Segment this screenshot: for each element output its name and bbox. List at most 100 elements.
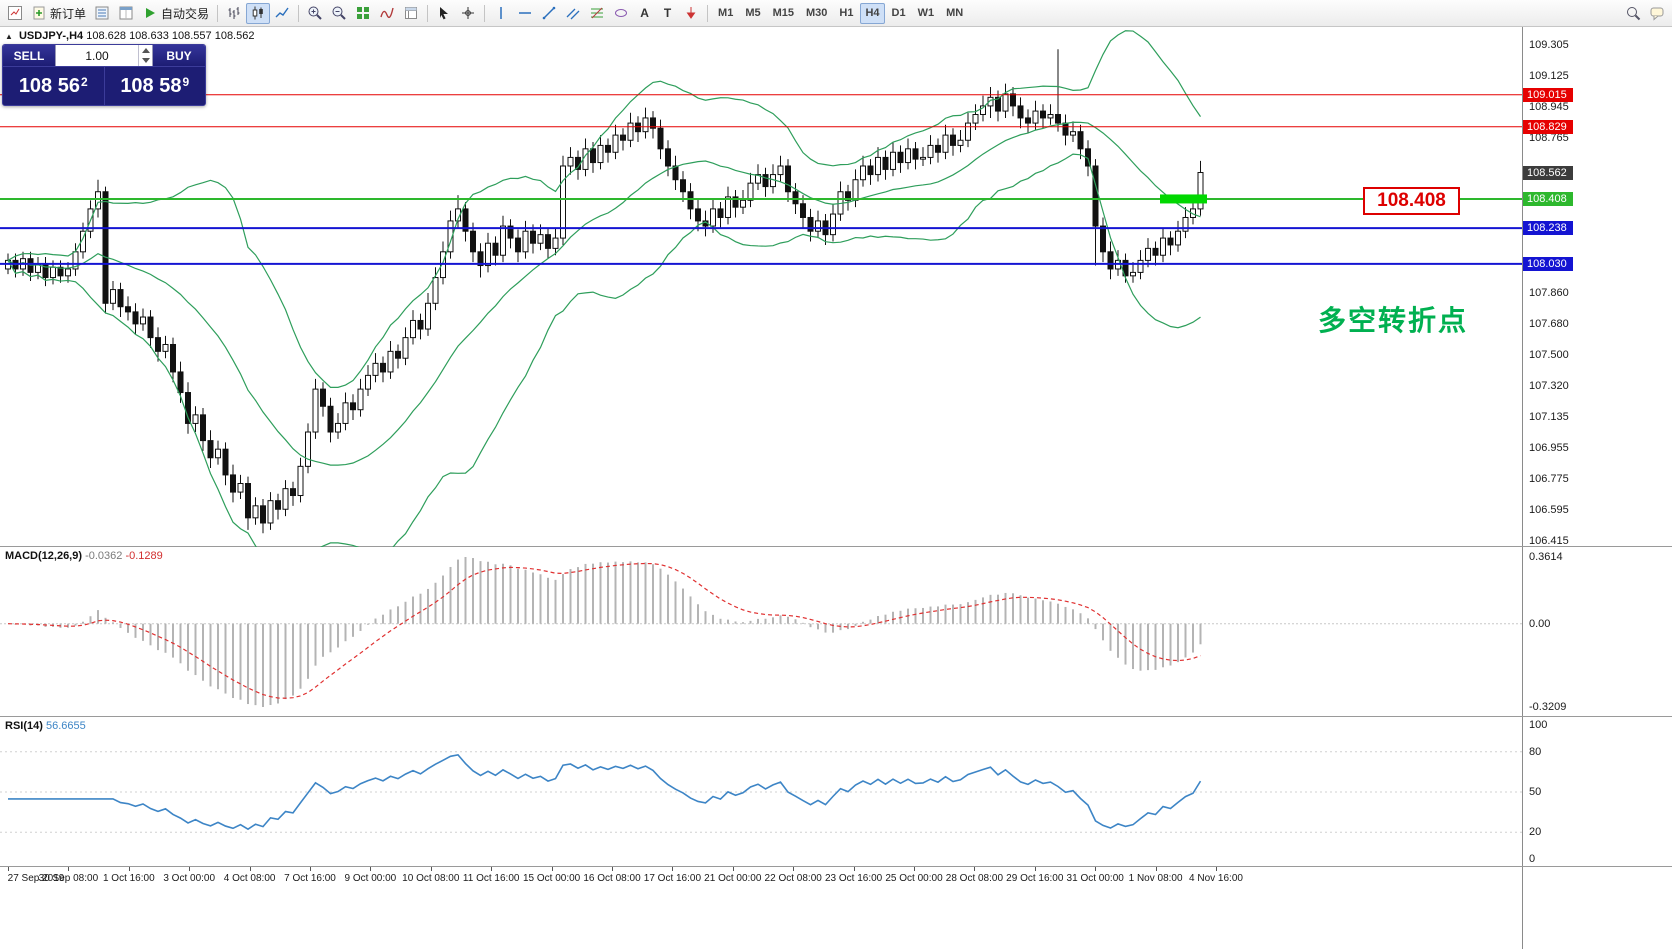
- timeframe-buttons: M1 M5 M15 M30 H1 H4 D1 W1 MN: [712, 2, 969, 24]
- auto-trading-icon: [146, 8, 156, 18]
- spinner-down-icon: [141, 58, 150, 64]
- channel-button[interactable]: [561, 3, 585, 24]
- collapse-icon[interactable]: ▲: [5, 32, 13, 41]
- timeframe-d1-button[interactable]: D1: [891, 7, 906, 19]
- time-tick: [1095, 867, 1097, 871]
- shapes-button[interactable]: [609, 3, 633, 24]
- cursor-button[interactable]: [432, 3, 456, 24]
- time-tick: [370, 867, 372, 871]
- templates-button[interactable]: [399, 3, 423, 24]
- volume-down-button[interactable]: [139, 56, 152, 67]
- label-tool-button[interactable]: T: [656, 3, 679, 24]
- price-axis[interactable]: 109.305 109.125 108.945 108.765 107.860 107.6…: [1522, 27, 1672, 547]
- new-chart-icon: [8, 6, 22, 20]
- text-tool-button[interactable]: A: [633, 3, 656, 24]
- volume-input[interactable]: 1.00: [55, 45, 153, 66]
- time-axis[interactable]: 27 Sep 2019 30 Sep 08:00 1 Oct 16:00 3 Oct …: [0, 867, 1672, 949]
- candlestick-chart-button[interactable]: [246, 2, 271, 24]
- time-tick: [1034, 867, 1036, 871]
- new-chart-button[interactable]: [3, 3, 27, 24]
- ohlc-values: 108.628 108.633 108.557 108.562: [86, 30, 255, 42]
- indicators-button[interactable]: [375, 3, 399, 24]
- price-annotation-box[interactable]: 108.408: [1363, 187, 1460, 215]
- price-tick: 107.860: [1529, 286, 1569, 299]
- time-tick: [974, 867, 976, 871]
- time-label: 1 Oct 16:00: [102, 873, 155, 884]
- chart-header: ▲ USDJPY-,H4 108.628 108.633 108.557 108…: [5, 30, 254, 42]
- time-tick: [128, 867, 130, 871]
- turning-point-note[interactable]: 多空转折点: [1318, 305, 1469, 336]
- arrows-tool-button[interactable]: [679, 3, 703, 24]
- new-order-label: 新订单: [50, 6, 87, 21]
- data-window-button[interactable]: [114, 3, 138, 24]
- time-label: 23 Oct 16:00: [824, 873, 883, 884]
- auto-trading-button[interactable]: 自动交易: [138, 3, 213, 24]
- toolbar-separator: [707, 4, 709, 22]
- sell-price[interactable]: 108 56 2: [3, 67, 105, 105]
- candlestick-icon: [252, 6, 263, 20]
- zoom-out-button[interactable]: [327, 3, 351, 24]
- sell-button[interactable]: SELL: [3, 45, 55, 66]
- timeframe-m30-button[interactable]: M30: [806, 7, 828, 19]
- crosshair-button[interactable]: [456, 3, 480, 24]
- timeframe-h4-button[interactable]: H4: [860, 2, 885, 24]
- timeframe-m15-button[interactable]: M15: [772, 7, 794, 19]
- time-label: 22 Oct 08:00: [764, 873, 822, 884]
- line-chart-button[interactable]: [270, 3, 294, 24]
- timeframe-w1-button[interactable]: W1: [917, 7, 935, 19]
- timeframe-m5-button[interactable]: M5: [745, 7, 761, 19]
- timeframe-m1-button[interactable]: M1: [718, 7, 734, 19]
- rsi-scale-label: 80: [1529, 745, 1542, 758]
- rsi-chart[interactable]: [0, 717, 1522, 867]
- zoom-in-button[interactable]: [303, 3, 327, 24]
- rsi-title: RSI(14): [5, 720, 43, 732]
- new-order-button[interactable]: 新订单: [27, 3, 90, 24]
- fibonacci-icon: [591, 7, 604, 19]
- trendline-button[interactable]: [537, 3, 561, 24]
- vertical-line-button[interactable]: [489, 3, 513, 24]
- time-label: 27 Sep 2019: [7, 873, 65, 884]
- time-tick: [612, 867, 613, 871]
- timeframe-mn-button[interactable]: MN: [946, 7, 964, 19]
- main-toolbar: 新订单 自动交易: [0, 0, 1672, 27]
- macd-chart[interactable]: [0, 547, 1522, 717]
- time-label: 15 Oct 00:00: [522, 873, 581, 884]
- volume-value: 1.00: [85, 48, 109, 63]
- macd-title: MACD(12,26,9): [5, 550, 83, 562]
- rsi-axis[interactable]: 100 80 50 20 0: [1522, 717, 1672, 866]
- line-price-label: 108.829: [1523, 119, 1573, 134]
- time-label: 28 Oct 08:00: [945, 873, 1004, 884]
- time-label: 17 Oct 16:00: [643, 873, 702, 884]
- chat-button[interactable]: [1645, 3, 1669, 24]
- macd-signal-value: -0.1289: [125, 550, 163, 562]
- time-tick: [793, 867, 795, 871]
- time-tick: [189, 867, 191, 871]
- horizontal-line-button[interactable]: [513, 3, 537, 24]
- bar-chart-button[interactable]: [222, 3, 246, 24]
- macd-scale-bottom: -0.3209: [1529, 701, 1567, 713]
- market-watch-button[interactable]: [90, 3, 114, 24]
- spinner-up-icon: [141, 47, 150, 53]
- buy-button[interactable]: BUY: [153, 45, 205, 66]
- price-chart[interactable]: [0, 27, 1522, 547]
- volume-up-button[interactable]: [139, 45, 152, 56]
- time-label: 29 Oct 16:00: [1006, 873, 1064, 884]
- cursor-icon: [440, 7, 449, 20]
- buy-price-value: 108 58: [120, 74, 182, 97]
- price-tick: 107.135: [1529, 411, 1569, 424]
- price-tick: 107.320: [1529, 379, 1569, 392]
- search-button[interactable]: [1621, 3, 1645, 24]
- macd-axis[interactable]: 0.3614 0.00 -0.3209: [1522, 547, 1672, 716]
- time-tick: [491, 867, 493, 871]
- zoom-in-icon: [308, 6, 322, 20]
- time-label: 30 Sep 08:00: [38, 873, 99, 884]
- line-price-label: 108.238: [1523, 221, 1573, 236]
- tile-windows-button[interactable]: [351, 3, 375, 24]
- price-tick: 109.305: [1529, 39, 1569, 51]
- buy-price[interactable]: 108 58 9: [105, 67, 206, 105]
- price-tick: 108.765: [1529, 131, 1569, 144]
- time-label: 11 Oct 16:00: [462, 873, 520, 884]
- timeframe-h1-button[interactable]: H1: [839, 7, 854, 19]
- time-label: 10 Oct 08:00: [402, 873, 460, 884]
- fibonacci-button[interactable]: [585, 3, 609, 24]
